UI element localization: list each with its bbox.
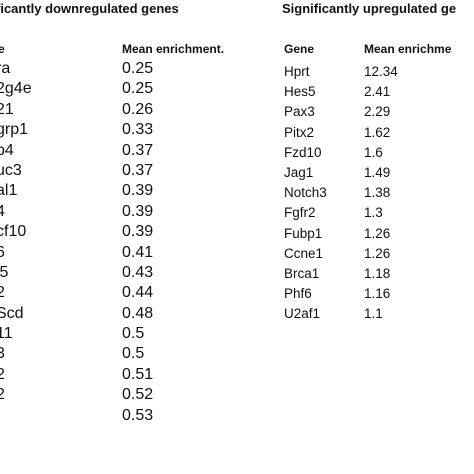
upregulated-gene-cell: Pax3 bbox=[284, 104, 315, 120]
downregulated-gene-cell: uc3 bbox=[0, 161, 22, 179]
downregulated-table-title: ficantly downregulated genes bbox=[0, 1, 179, 16]
upregulated-value-cell: 12.34 bbox=[364, 64, 398, 79]
downregulated-gene-column: ra 2g4e 21 grp1 p4 uc3 al1 4 cf10 6 l5 2 Scd 11 3 2 2 bbox=[0, 59, 32, 406]
downregulated-value-cell: 0.37 bbox=[122, 141, 154, 159]
upregulated-value-cell: 1.62 bbox=[364, 124, 391, 140]
downregulated-value-cell: 0.37 bbox=[122, 161, 154, 179]
downregulated-value-column: 0.25 0.25 0.26 0.33 0.37 0.37 0.39 0.39 0.39 0.41… bbox=[122, 59, 153, 426]
upregulated-gene-cell: U2af1 bbox=[284, 306, 321, 322]
upregulated-gene-column: Hprt Hes5 Pax3 Pitx2 Fzd10 Jag1 Notch3 Fgfr2 Fub… bbox=[284, 62, 327, 324]
downregulated-value-cell: 0.51 bbox=[122, 365, 154, 383]
upregulated-value-cell: 1.1 bbox=[364, 306, 383, 322]
downregulated-gene-header: e bbox=[0, 42, 5, 56]
upregulated-gene-cell: Fzd10 bbox=[284, 144, 322, 160]
upregulated-value-cell: 1.6 bbox=[364, 144, 383, 160]
upregulated-gene-cell: Fubp1 bbox=[284, 225, 323, 241]
upregulated-value-cell: 1.16 bbox=[364, 286, 391, 302]
downregulated-gene-cell: 3 bbox=[0, 345, 5, 363]
downregulated-gene-cell: 2 bbox=[0, 284, 5, 302]
upregulated-value-cell: 1.38 bbox=[364, 185, 391, 201]
upregulated-value-column: 12.34 2.41 2.29 1.62 1.6 1.49 1.38 1.3 1.26 1.26 1… bbox=[364, 62, 398, 324]
upregulated-gene-cell: Fgfr2 bbox=[284, 205, 316, 221]
downregulated-gene-cell: 2 bbox=[0, 365, 5, 383]
upregulated-value-cell: 2.41 bbox=[364, 84, 391, 100]
downregulated-gene-cell: 2g4e bbox=[0, 80, 32, 98]
upregulated-gene-cell: Jag1 bbox=[284, 164, 314, 180]
downregulated-value-cell: 0.25 bbox=[122, 60, 154, 77]
upregulated-gene-cell: Pitx2 bbox=[284, 124, 315, 140]
upregulated-gene-header: Gene bbox=[284, 42, 315, 56]
downregulated-value-cell: 0.43 bbox=[122, 263, 154, 281]
downregulated-value-cell: 0.26 bbox=[122, 100, 154, 118]
downregulated-gene-cell: 21 bbox=[0, 100, 14, 118]
upregulated-table-title: Significantly upregulated ge bbox=[282, 1, 457, 16]
upregulated-mean-header: Mean enrichme bbox=[364, 42, 452, 56]
downregulated-gene-cell: al1 bbox=[0, 182, 18, 200]
downregulated-value-cell: 0.39 bbox=[122, 223, 154, 241]
downregulated-value-cell: 0.52 bbox=[122, 386, 154, 404]
downregulated-value-cell: 0.25 bbox=[122, 80, 154, 98]
downregulated-value-cell: 0.53 bbox=[122, 406, 154, 424]
downregulated-gene-cell: l5 bbox=[0, 263, 9, 281]
downregulated-gene-cell: 11 bbox=[0, 325, 13, 343]
downregulated-gene-cell: 4 bbox=[0, 202, 5, 220]
upregulated-value-cell: 1.26 bbox=[364, 245, 391, 261]
downregulated-gene-cell: ra bbox=[0, 60, 11, 77]
downregulated-gene-cell: grp1 bbox=[0, 121, 29, 139]
upregulated-value-cell: 2.29 bbox=[364, 104, 391, 120]
downregulated-gene-cell: 6 bbox=[0, 243, 5, 261]
downregulated-gene-cell: cf10 bbox=[0, 223, 27, 241]
downregulated-value-cell: 0.5 bbox=[122, 345, 145, 363]
downregulated-value-cell: 0.39 bbox=[122, 202, 154, 220]
downregulated-value-cell: 0.48 bbox=[122, 304, 154, 322]
upregulated-gene-cell: Brca1 bbox=[284, 265, 320, 281]
upregulated-gene-cell: Hprt bbox=[284, 64, 310, 79]
upregulated-value-cell: 1.49 bbox=[364, 164, 391, 180]
downregulated-value-cell: 0.33 bbox=[122, 121, 154, 139]
downregulated-gene-cell: 2 bbox=[0, 386, 5, 404]
downregulated-value-cell: 0.39 bbox=[122, 182, 154, 200]
upregulated-gene-cell: Hes5 bbox=[284, 84, 316, 100]
upregulated-value-cell: 1.18 bbox=[364, 265, 391, 281]
downregulated-value-cell: 0.5 bbox=[122, 325, 145, 343]
upregulated-gene-cell: Ccne1 bbox=[284, 245, 324, 261]
upregulated-gene-cell: Phf6 bbox=[284, 286, 312, 302]
upregulated-value-cell: 1.26 bbox=[364, 225, 391, 241]
upregulated-gene-cell: Notch3 bbox=[284, 185, 327, 201]
downregulated-gene-cell: p4 bbox=[0, 141, 14, 159]
downregulated-value-cell: 0.41 bbox=[122, 243, 154, 261]
downregulated-value-cell: 0.44 bbox=[122, 284, 154, 302]
upregulated-value-cell: 1.3 bbox=[364, 205, 383, 221]
downregulated-gene-cell: Scd bbox=[0, 304, 24, 322]
downregulated-mean-header: Mean enrichment. bbox=[122, 42, 225, 56]
